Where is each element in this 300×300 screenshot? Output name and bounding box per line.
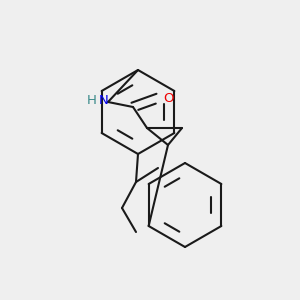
Text: H: H	[87, 94, 97, 107]
Text: O: O	[163, 92, 173, 104]
Text: N: N	[99, 94, 109, 107]
